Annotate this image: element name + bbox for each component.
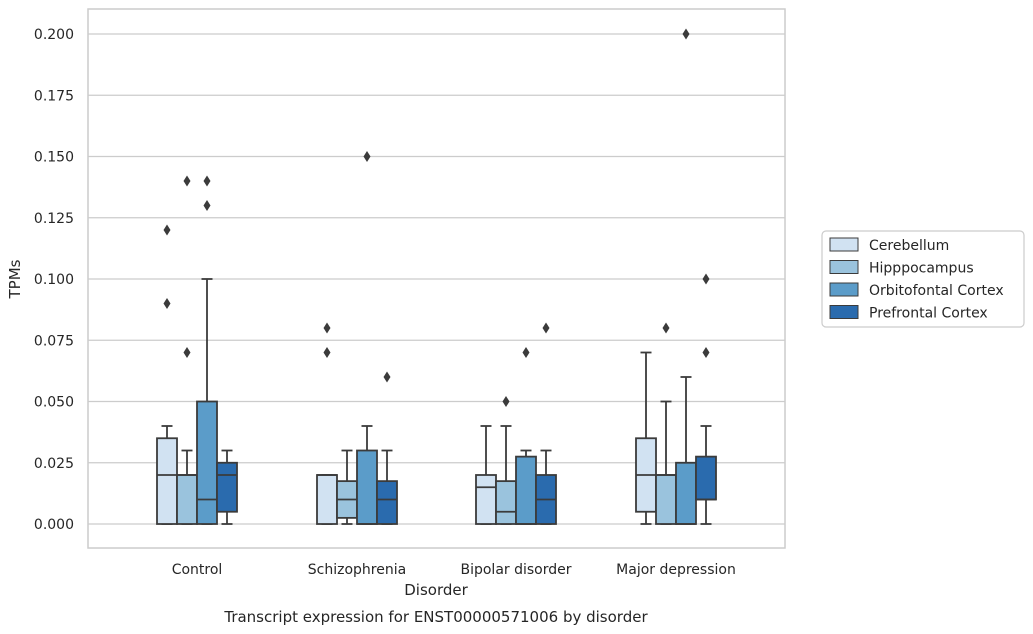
box-groups bbox=[156, 28, 717, 525]
outlier-point bbox=[702, 273, 710, 285]
iqr-box bbox=[216, 461, 238, 513]
y-tick-label: 0.200 bbox=[34, 27, 74, 43]
chart-caption: Transcript expression for ENST0000057100… bbox=[223, 608, 648, 626]
y-tick-label: 0.125 bbox=[34, 211, 74, 227]
legend-label: Prefrontal Cortex bbox=[869, 306, 988, 322]
box-2-1 bbox=[356, 151, 378, 525]
iqr-box bbox=[675, 461, 697, 525]
iqr-box bbox=[156, 437, 178, 525]
iqr-box bbox=[475, 474, 497, 525]
box-0-2 bbox=[475, 425, 497, 525]
outlier-point bbox=[502, 396, 510, 407]
y-tick-label: 0.000 bbox=[34, 517, 74, 533]
x-tick-label: Schizophrenia bbox=[308, 562, 406, 578]
iqr-box bbox=[176, 474, 198, 525]
box-0-1 bbox=[316, 322, 338, 525]
box-0-0 bbox=[156, 224, 178, 525]
iqr-box bbox=[356, 449, 378, 525]
y-tick-label: 0.150 bbox=[34, 150, 74, 166]
box-1-0 bbox=[176, 175, 198, 525]
outlier-point bbox=[682, 28, 690, 40]
legend-swatch bbox=[829, 260, 859, 274]
outlier-point bbox=[183, 175, 191, 187]
iqr-box bbox=[655, 474, 677, 525]
iqr-box bbox=[196, 400, 218, 525]
x-tick-labels: Control Schizophrenia Bipolar disorder Majo… bbox=[172, 562, 736, 578]
legend: Cerebellum Hipppocampus Orbitofontal Corte… bbox=[821, 230, 1025, 328]
y-tick-label: 0.050 bbox=[34, 395, 74, 411]
box-0-3 bbox=[635, 351, 657, 525]
legend-label: Orbitofontal Cortex bbox=[869, 283, 1004, 299]
outlier-point bbox=[323, 347, 331, 358]
box-3-0 bbox=[216, 449, 238, 525]
outlier-point bbox=[163, 224, 171, 236]
x-tick-label: Control bbox=[172, 562, 223, 578]
box-1-2 bbox=[495, 396, 517, 525]
iqr-box bbox=[695, 455, 717, 501]
x-tick-label: Major depression bbox=[616, 562, 736, 578]
y-gridlines bbox=[88, 33, 785, 525]
outlier-point bbox=[383, 371, 391, 383]
outlier-point bbox=[203, 175, 211, 187]
outlier-point bbox=[522, 347, 530, 358]
iqr-box bbox=[495, 480, 517, 525]
legend-frame bbox=[821, 230, 1025, 328]
y-axis-label: TPMs bbox=[6, 259, 24, 299]
legend-swatch bbox=[829, 305, 859, 319]
y-tick-labels: 0.000 0.025 0.050 0.075 0.100 0.125 0.150 0.175… bbox=[34, 27, 74, 533]
y-tick-label: 0.100 bbox=[34, 272, 74, 288]
outlier-point bbox=[542, 322, 550, 334]
legend-swatch bbox=[829, 237, 859, 252]
outlier-point bbox=[702, 347, 710, 358]
iqr-box bbox=[316, 474, 338, 525]
outlier-point bbox=[662, 322, 670, 334]
outlier-point bbox=[363, 151, 371, 162]
box-3-2 bbox=[535, 322, 557, 525]
box-2-2 bbox=[515, 347, 537, 525]
box-2-0 bbox=[196, 175, 218, 525]
y-tick-label: 0.075 bbox=[34, 333, 74, 349]
legend-label: Hipppocampus bbox=[869, 261, 974, 277]
box-3-3 bbox=[695, 273, 717, 525]
outlier-point bbox=[183, 347, 191, 358]
outlier-point bbox=[323, 322, 331, 334]
iqr-box bbox=[515, 455, 537, 525]
plot-frame bbox=[87, 8, 786, 549]
legend-swatch bbox=[829, 282, 859, 297]
outlier-point bbox=[163, 298, 171, 309]
y-tick-label: 0.175 bbox=[34, 88, 74, 104]
outlier-point bbox=[203, 200, 211, 211]
x-axis-label: Disorder bbox=[404, 581, 468, 599]
iqr-box bbox=[376, 480, 398, 525]
box-1-1 bbox=[336, 449, 358, 525]
legend-label: Cerebellum bbox=[869, 238, 949, 254]
box-1-3 bbox=[655, 322, 677, 525]
box-2-3 bbox=[675, 28, 697, 525]
x-tick-label: Bipolar disorder bbox=[460, 562, 571, 578]
box-3-1 bbox=[376, 371, 398, 525]
y-tick-label: 0.025 bbox=[34, 456, 74, 472]
